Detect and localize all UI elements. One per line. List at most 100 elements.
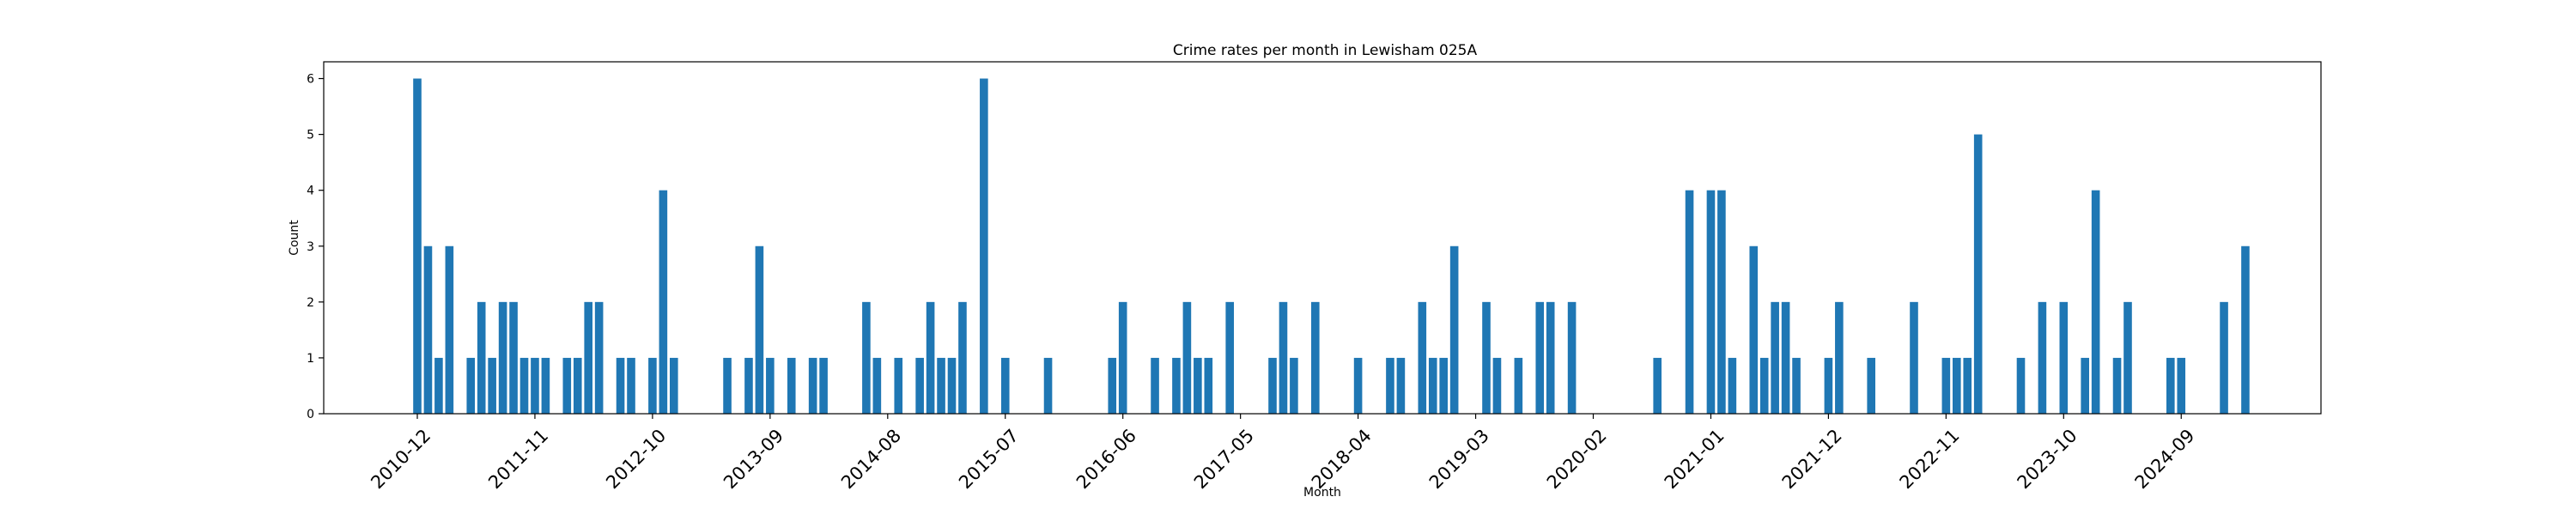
bar-2014-11 <box>915 357 924 414</box>
x-tick-label: 2010-12 <box>367 425 434 493</box>
bar-2021-08 <box>1781 301 1790 414</box>
bar-2021-09 <box>1792 357 1801 414</box>
bar-2017-10 <box>1290 357 1298 414</box>
bar-2014-01 <box>808 357 817 414</box>
x-tick-label: 2021-01 <box>1661 425 1728 493</box>
bar-2023-02 <box>1973 134 1983 414</box>
bar-2014-06 <box>862 301 871 414</box>
x-tick-label: 2024-09 <box>2131 425 2199 493</box>
bar-2021-01 <box>1706 190 1716 414</box>
bar-2015-03 <box>958 301 967 414</box>
bar-2015-11 <box>1043 357 1053 414</box>
bar-2023-12 <box>2081 357 2089 414</box>
bar-2019-10 <box>1546 301 1555 414</box>
bar-2015-02 <box>947 357 957 414</box>
bar-2023-10 <box>2059 301 2069 414</box>
bar-2013-08 <box>755 245 764 414</box>
chart-title: Crime rates per month in Lewisham 025A <box>1173 42 1478 59</box>
bar-2021-06 <box>1759 357 1769 414</box>
bar-2016-12 <box>1182 301 1192 414</box>
x-tick-label: 2023-10 <box>2014 425 2081 493</box>
x-axis-label: Month <box>1303 486 1341 500</box>
bar-2021-03 <box>1728 357 1737 414</box>
bar-2014-09 <box>894 357 903 414</box>
x-tick-label: 2017-05 <box>1190 425 1258 493</box>
x-tick-label: 2012-10 <box>602 425 670 493</box>
bar-2014-07 <box>872 357 882 414</box>
bar-2012-02 <box>562 357 572 414</box>
y-tick-label: 6 <box>307 73 314 87</box>
y-axis: 0 1 2 3 4 5 6 <box>307 73 324 421</box>
bar-2017-01 <box>1194 357 1202 414</box>
bar-2022-08 <box>1910 301 1918 414</box>
y-tick-label: 2 <box>307 296 314 310</box>
x-axis: 2010-12 2011-11 2012-10 2013-09 2014-08 2015-… <box>367 414 2199 493</box>
bar-2012-04 <box>584 301 592 414</box>
x-tick-label: 2011-11 <box>484 425 552 493</box>
bar-2013-09 <box>766 357 775 414</box>
bar-2023-06 <box>2016 357 2026 414</box>
bar-2015-05 <box>980 78 988 415</box>
bar-2012-10 <box>648 357 657 414</box>
bar-2024-08 <box>2166 357 2175 414</box>
bar-2011-11 <box>531 357 539 414</box>
bar-2023-01 <box>1963 357 1972 414</box>
bar-2018-04 <box>1353 357 1363 414</box>
bar-2025-01 <box>2220 301 2228 414</box>
bar-2018-11 <box>1428 357 1437 414</box>
y-tick-label: 0 <box>307 408 314 421</box>
bar-2025-03 <box>2241 245 2250 414</box>
bar-2020-11 <box>1685 190 1694 414</box>
x-tick-label: 2013-09 <box>720 425 787 493</box>
bar-2011-05 <box>466 357 476 414</box>
bar-2020-08 <box>1653 357 1662 414</box>
plot-frame <box>323 61 2322 415</box>
x-tick-label: 2018-04 <box>1308 425 1376 493</box>
bar-2011-02 <box>434 357 443 414</box>
bar-2013-07 <box>744 357 753 414</box>
bar-2012-11 <box>659 190 668 414</box>
bar-2018-07 <box>1386 357 1394 414</box>
bar-2018-10 <box>1418 301 1427 414</box>
bar-2022-04 <box>1867 357 1875 414</box>
bar-2017-02 <box>1204 357 1213 414</box>
bar-2012-08 <box>627 357 635 414</box>
bar-2019-01 <box>1449 245 1459 414</box>
bar-2014-12 <box>926 301 935 414</box>
bar-2022-12 <box>1953 357 1961 414</box>
y-tick-label: 1 <box>307 352 314 366</box>
bar-2019-12 <box>1567 301 1577 414</box>
bar-2019-05 <box>1492 357 1502 414</box>
bar-2024-01 <box>2091 190 2100 414</box>
x-tick-label: 2020-02 <box>1543 425 1611 493</box>
bar-2019-07 <box>1514 357 1523 414</box>
bar-2011-10 <box>519 357 529 414</box>
bar-2011-12 <box>541 357 550 414</box>
x-tick-label: 2014-08 <box>837 425 905 493</box>
x-tick-label: 2016-06 <box>1072 425 1140 493</box>
bar-2012-07 <box>616 357 625 414</box>
bar-2019-04 <box>1482 301 1491 414</box>
bar-2019-09 <box>1535 301 1545 414</box>
bar-2017-04 <box>1225 301 1234 414</box>
x-tick-label: 2015-07 <box>955 425 1023 493</box>
x-tick-label: 2019-03 <box>1425 425 1493 493</box>
bar-2017-09 <box>1279 301 1288 414</box>
bar-2012-03 <box>573 357 582 414</box>
bar-2018-12 <box>1439 357 1448 414</box>
x-tick-label: 2022-11 <box>1896 425 1964 493</box>
bar-2013-05 <box>723 357 732 414</box>
bar-2016-05 <box>1108 357 1117 414</box>
bars <box>413 78 2250 415</box>
bar-2024-09 <box>2177 357 2186 414</box>
x-tick-label: 2021-12 <box>1778 425 1846 493</box>
bar-2013-11 <box>787 357 796 414</box>
bar-2021-07 <box>1771 301 1779 414</box>
y-tick-label: 4 <box>307 185 314 198</box>
bar-2015-01 <box>937 357 945 414</box>
bar-2014-02 <box>819 357 828 414</box>
bar-2022-01 <box>1835 301 1844 414</box>
bar-2018-08 <box>1396 357 1406 414</box>
bar-2021-05 <box>1749 245 1759 414</box>
